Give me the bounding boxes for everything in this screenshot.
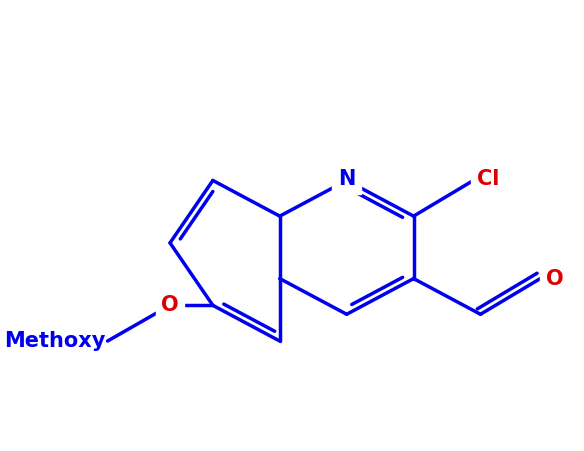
Text: O: O	[161, 295, 179, 315]
Text: N: N	[338, 169, 355, 189]
Text: Methoxy: Methoxy	[5, 331, 106, 351]
Text: O: O	[545, 269, 563, 289]
Text: Cl: Cl	[477, 169, 499, 189]
